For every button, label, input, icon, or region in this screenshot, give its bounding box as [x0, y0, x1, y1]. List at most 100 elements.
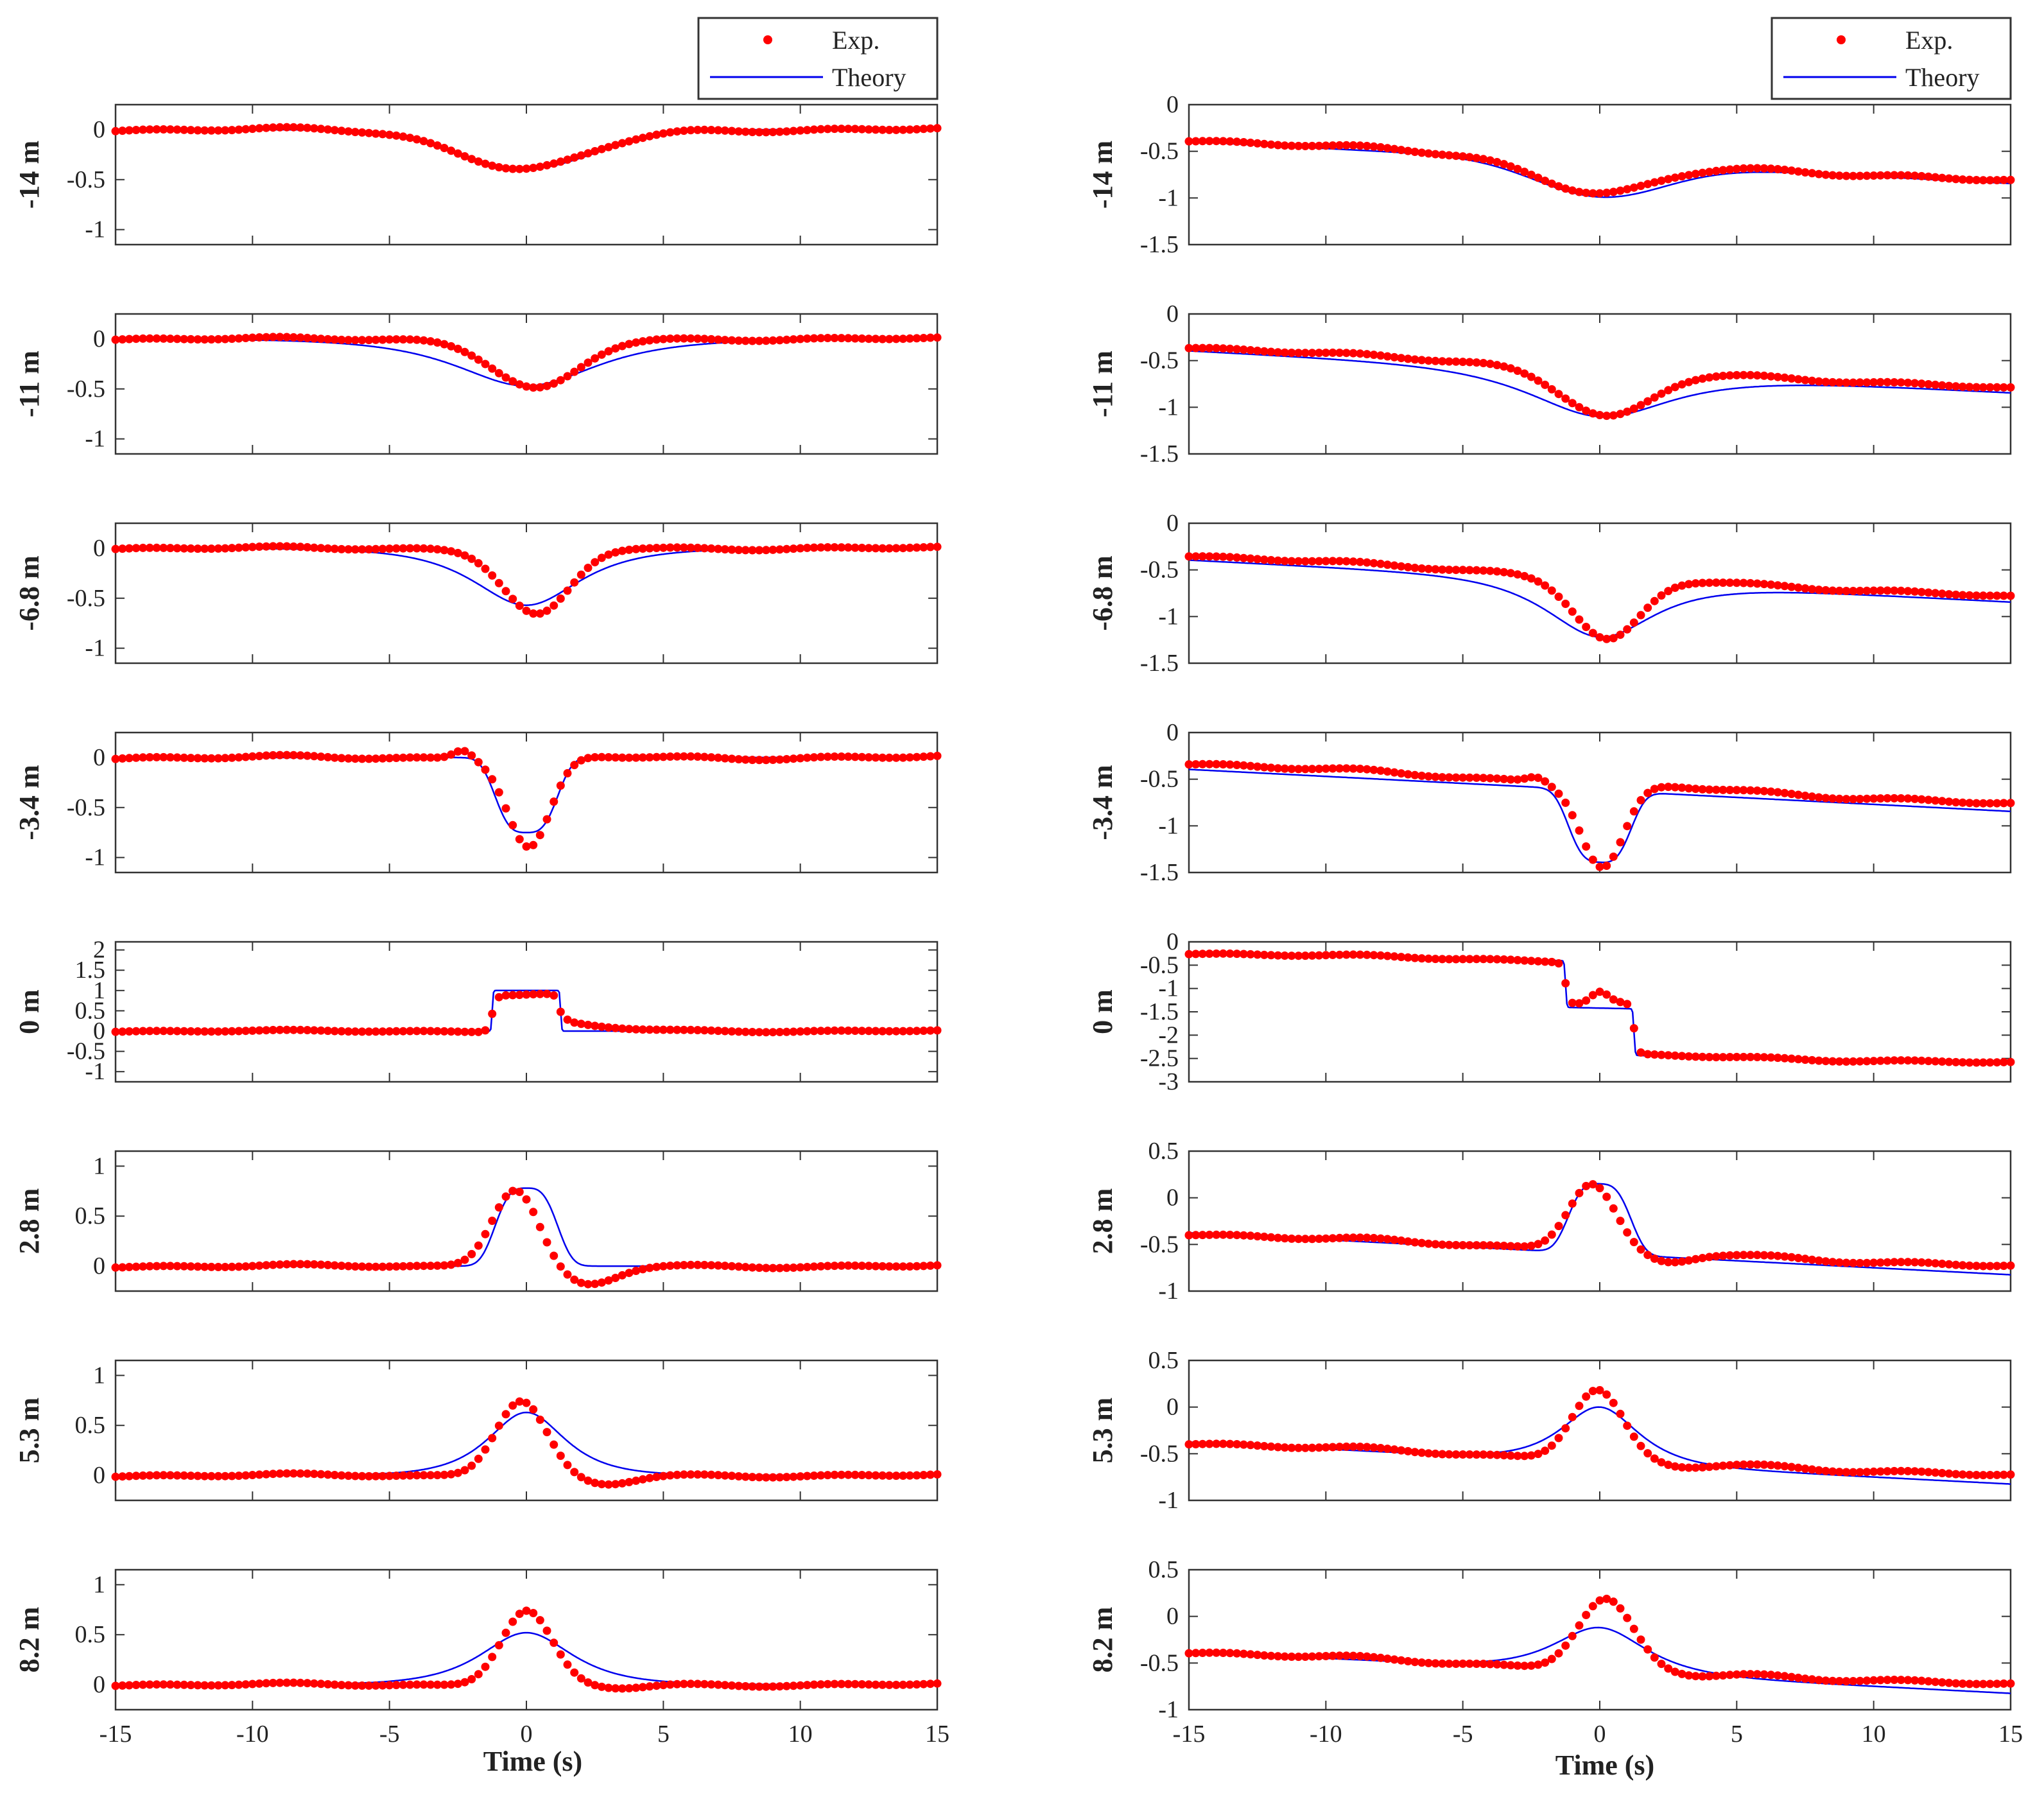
exp-point — [214, 1027, 223, 1036]
exp-point — [515, 1610, 524, 1619]
exp-point — [1527, 1661, 1536, 1670]
exp-point — [885, 1680, 894, 1689]
exp-point — [1767, 1053, 1776, 1062]
exp-point — [673, 1680, 682, 1688]
exp-point — [433, 338, 442, 347]
exp-point — [632, 1025, 641, 1034]
exp-point — [1595, 189, 1604, 198]
exp-point — [707, 334, 716, 343]
exp-point — [1773, 1054, 1782, 1063]
exp-point — [207, 126, 216, 135]
exp-point — [1520, 369, 1529, 378]
exp-point — [330, 1471, 339, 1479]
exp-point — [186, 1262, 195, 1271]
exp-point — [864, 125, 873, 134]
exp-point — [926, 752, 935, 761]
exp-point — [392, 1471, 401, 1480]
exp-point — [221, 1471, 230, 1480]
exp-point — [1685, 580, 1693, 589]
exp-point — [1650, 1254, 1659, 1263]
exp-point — [1485, 774, 1494, 783]
exp-point — [406, 544, 415, 553]
exp-point — [1808, 1255, 1817, 1264]
exp-point — [324, 125, 333, 134]
exp-point — [933, 333, 942, 342]
exp-point — [1233, 553, 1242, 562]
exp-point — [1301, 951, 1310, 960]
panel-right-0: 0-0.5-1-1.5-14 m — [1087, 91, 2015, 258]
exp-point — [1862, 1468, 1871, 1477]
exp-point — [700, 1026, 709, 1035]
exp-point — [227, 753, 236, 762]
exp-point — [1808, 1055, 1817, 1064]
exp-point — [1828, 1258, 1837, 1267]
exp-point — [275, 751, 284, 760]
exp-point — [1465, 773, 1474, 782]
exp-point — [1876, 586, 1885, 595]
exp-point — [693, 1470, 702, 1479]
y-tick-label: -0.5 — [67, 376, 105, 403]
exp-point — [1403, 562, 1412, 571]
exp-point — [1849, 378, 1858, 387]
y-tick-label: -2.5 — [1140, 1045, 1179, 1072]
exp-point — [324, 1680, 333, 1688]
exp-point — [638, 1025, 647, 1034]
exp-point — [563, 1015, 572, 1024]
exp-point — [1349, 1442, 1358, 1451]
exp-point — [933, 1026, 942, 1035]
exp-point — [1670, 584, 1679, 592]
exp-point — [1883, 586, 1892, 595]
exp-point — [132, 334, 141, 343]
exp-point — [132, 1262, 141, 1271]
exp-point — [693, 752, 702, 761]
exp-point — [344, 336, 353, 345]
exp-point — [132, 1471, 141, 1480]
exp-point — [433, 141, 442, 150]
exp-point — [1226, 949, 1234, 958]
exp-point — [858, 1027, 867, 1036]
exp-point — [501, 1410, 510, 1419]
exp-point — [2006, 1679, 2015, 1688]
exp-point — [2006, 591, 2015, 600]
y-tick-label: 2 — [93, 937, 105, 964]
exp-point — [1369, 142, 1378, 151]
exp-point — [1362, 765, 1371, 774]
exp-point — [1459, 773, 1468, 782]
exp-point — [625, 1269, 634, 1278]
exp-point — [1739, 578, 1748, 587]
exp-point — [1561, 1641, 1570, 1650]
exp-point — [720, 754, 729, 763]
exp-point — [1958, 382, 1967, 391]
exp-point — [145, 543, 154, 552]
exp-point — [761, 756, 770, 765]
exp-point — [810, 125, 818, 134]
exp-point — [878, 1262, 887, 1271]
exp-point — [659, 334, 668, 343]
exp-point — [186, 1471, 195, 1480]
exp-point — [145, 1027, 154, 1036]
exp-point — [1588, 991, 1597, 1000]
exp-point — [1575, 1402, 1584, 1411]
exp-point — [1801, 1464, 1810, 1473]
y-tick-label: 1 — [93, 1362, 105, 1389]
exp-point — [132, 1681, 141, 1689]
exp-point — [1931, 589, 1940, 598]
exp-point — [1390, 952, 1399, 961]
exp-point — [632, 544, 641, 553]
exp-point — [720, 545, 729, 554]
exp-point — [399, 1471, 408, 1480]
exp-point — [255, 124, 264, 133]
exp-point — [1903, 587, 1912, 596]
exp-point — [912, 1680, 921, 1689]
exp-point — [481, 1662, 490, 1671]
exp-point — [933, 751, 942, 760]
exp-point — [358, 1471, 367, 1480]
exp-point — [1444, 1450, 1453, 1459]
exp-point — [659, 129, 668, 138]
exp-point — [1390, 768, 1399, 777]
exp-point — [830, 125, 839, 134]
exp-point — [714, 753, 723, 762]
exp-point — [508, 1186, 517, 1195]
y-tick-label: 0 — [93, 116, 105, 143]
exp-point — [1444, 1240, 1453, 1249]
